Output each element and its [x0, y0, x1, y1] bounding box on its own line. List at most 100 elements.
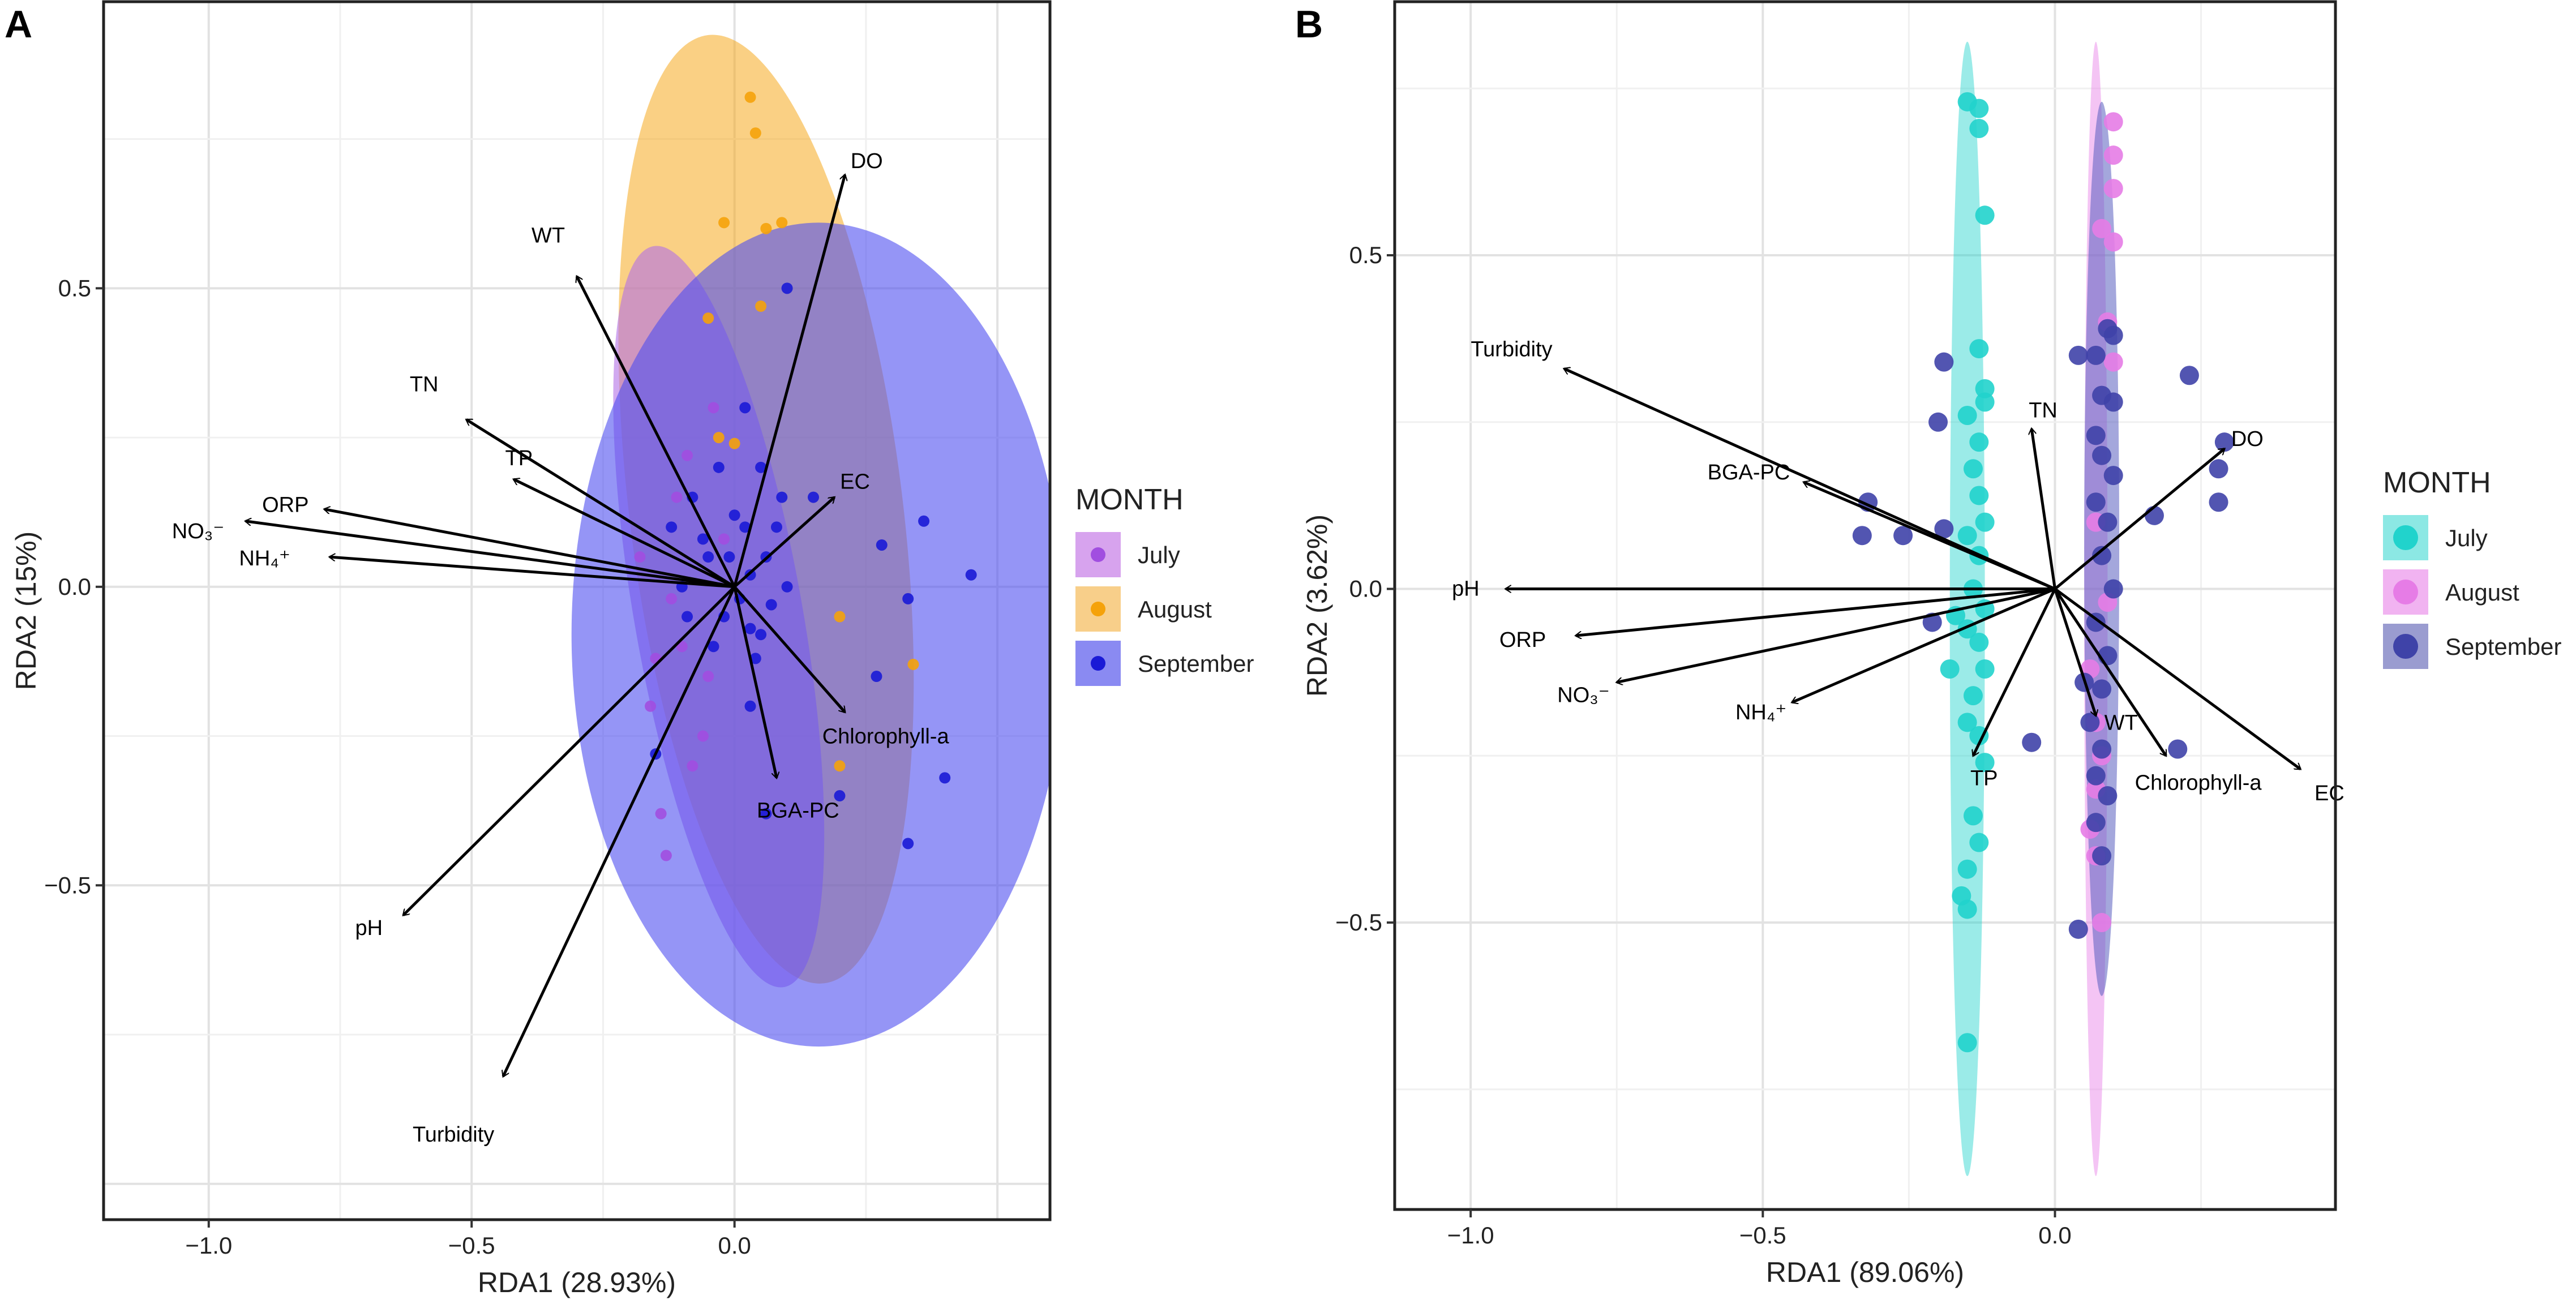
- grid: [1395, 2, 2335, 1209]
- point-july: [666, 593, 678, 604]
- point-september: [2103, 466, 2123, 486]
- point-september: [2214, 432, 2234, 452]
- vector-ec: [733, 497, 834, 588]
- point-august: [834, 760, 846, 772]
- vector-tn: [466, 418, 735, 588]
- point-september: [728, 509, 740, 521]
- vector-label-tn: TN: [410, 372, 439, 396]
- y-tick-label: 0.5: [58, 274, 91, 301]
- point-july: [634, 551, 646, 563]
- y-tick-label: −0.5: [44, 872, 91, 898]
- x-axis-title: RDA1 (28.93%): [478, 1267, 676, 1298]
- point-august: [2103, 232, 2123, 252]
- point-august: [718, 217, 730, 229]
- vector-label-bga-pc: BGA-PC: [1708, 461, 1790, 484]
- vector-do: [2054, 448, 2224, 590]
- y-axis-title: RDA2 (3.62%): [1301, 514, 1333, 697]
- point-september: [765, 599, 777, 611]
- point-september: [2080, 713, 2100, 732]
- point-september: [755, 629, 767, 641]
- vector-label-ec: EC: [2314, 782, 2344, 805]
- vector-nh: [329, 557, 735, 589]
- point-july: [645, 700, 657, 712]
- y-axis-title: RDA2 (15%): [10, 531, 42, 690]
- plot-area: [1852, 41, 2234, 1177]
- point-august: [2103, 145, 2123, 165]
- point-july: [1957, 1033, 1977, 1053]
- vector-tn: [2031, 429, 2056, 589]
- vector-label-chlorophyll-a: Chlorophyll-a: [822, 724, 950, 748]
- vector-wt: [2054, 588, 2095, 716]
- point-september: [2209, 492, 2228, 512]
- vector-label-ph: pH: [1452, 577, 1480, 601]
- legend: MONTH July August September: [1075, 483, 1254, 686]
- point-september: [2103, 325, 2123, 345]
- x-axis-title: RDA1 (89.06%): [1766, 1256, 1964, 1288]
- point-july: [1969, 632, 1989, 652]
- point-july: [1957, 713, 1977, 732]
- point-september: [713, 461, 725, 473]
- point-september: [681, 611, 693, 623]
- vector-wt: [577, 276, 736, 587]
- point-september: [1852, 526, 1872, 546]
- point-july: [1975, 392, 1995, 412]
- point-july: [1975, 753, 1995, 773]
- point-july: [1963, 686, 1983, 706]
- point-september: [708, 641, 719, 653]
- legend: MONTH July August September: [2383, 466, 2561, 669]
- vector-chlorophyll-a: [733, 586, 845, 713]
- point-august: [2103, 352, 2123, 372]
- y-tick-label: −0.5: [1335, 909, 1382, 936]
- point-september: [2179, 366, 2199, 385]
- point-september: [770, 521, 782, 533]
- point-july: [681, 449, 693, 461]
- point-august: [2092, 218, 2112, 238]
- point-september: [2092, 546, 2112, 565]
- vector-label-do: DO: [851, 149, 883, 173]
- point-august: [760, 222, 772, 234]
- point-september: [808, 491, 819, 503]
- panel-label-a: A: [5, 3, 32, 46]
- point-august: [2092, 913, 2112, 933]
- legend-dot-august: [2393, 580, 2418, 604]
- point-august: [834, 611, 846, 623]
- vector-no: [1617, 587, 2056, 683]
- vector-orp: [324, 509, 735, 589]
- point-september: [2103, 392, 2123, 412]
- point-july: [1969, 98, 1989, 118]
- plot-area: [571, 35, 1050, 1046]
- legend-label-september: September: [1138, 650, 1254, 677]
- point-september: [2098, 786, 2118, 806]
- vector-ph: [403, 586, 736, 915]
- point-september: [697, 533, 709, 545]
- vector-label-turbidity: Turbidity: [1471, 337, 1552, 361]
- point-september: [2092, 739, 2112, 759]
- vector-tp: [1973, 588, 2056, 756]
- vector-label-nh: NH₄⁺: [239, 547, 290, 570]
- point-september: [2086, 612, 2106, 632]
- vector-label-tp: TP: [1970, 766, 1998, 790]
- plot-frame: [1393, 0, 2337, 1211]
- x-tick-label: 0.0: [718, 1232, 751, 1259]
- point-july: [687, 760, 698, 772]
- vector-label-bga-pc: BGA-PC: [757, 799, 839, 822]
- point-august: [713, 432, 725, 444]
- legend-label-august: August: [2445, 579, 2519, 606]
- point-july: [702, 671, 714, 683]
- point-september: [776, 491, 788, 503]
- x-tick-label: −1.0: [1447, 1222, 1494, 1249]
- legend-label-july: July: [1138, 542, 1180, 568]
- vector-chlorophyll-a: [2054, 588, 2167, 756]
- legend-title: MONTH: [2383, 466, 2491, 499]
- legend-dot-july: [2393, 525, 2418, 550]
- point-july: [1975, 659, 1995, 679]
- x-tick-label: −0.5: [448, 1232, 495, 1259]
- legend-dot-july: [1091, 547, 1105, 562]
- vector-label-turbidity: Turbidity: [413, 1123, 494, 1147]
- vector-turbidity: [503, 586, 736, 1076]
- x-tick-label: 0.0: [2038, 1222, 2071, 1249]
- point-september: [781, 282, 793, 294]
- vector-label-tp: TP: [505, 447, 533, 470]
- point-september: [2144, 505, 2164, 525]
